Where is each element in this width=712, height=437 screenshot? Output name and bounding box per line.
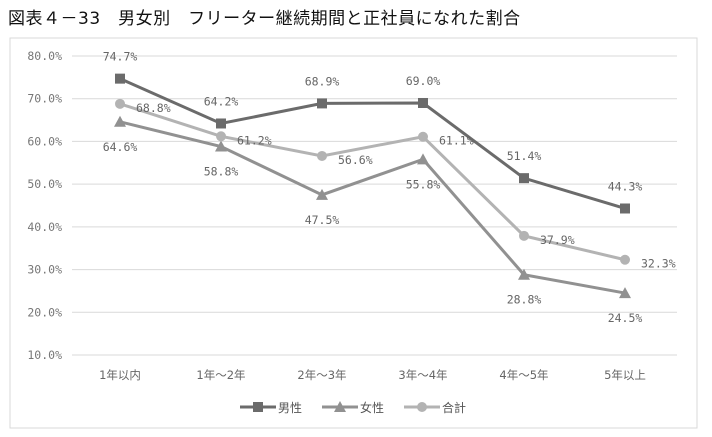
data-point-circle [519, 230, 529, 241]
series-line-circle [119, 102, 626, 262]
data-point-circle [216, 131, 226, 142]
data-point-square [620, 203, 630, 214]
data-label: 24.5% [608, 311, 643, 325]
legend-label: 男性 [278, 401, 302, 415]
data-label: 51.4% [507, 149, 542, 163]
y-tick-label: 20.0% [27, 305, 62, 319]
y-tick-label: 70.0% [27, 92, 62, 106]
data-label: 69.0% [406, 74, 441, 88]
data-point-triangle [316, 188, 328, 200]
data-label: 68.9% [305, 74, 340, 88]
data-point-triangle [215, 140, 227, 152]
x-tick-label: 5年以上 [604, 368, 646, 382]
legend-label: 女性 [360, 400, 384, 415]
data-point-circle [620, 254, 630, 265]
chart-title: 図表４－33 男女別 フリーター継続期間と正社員になれた割合 [8, 9, 521, 29]
x-tick-label: 4年～5年 [499, 368, 548, 382]
data-point-circle [317, 150, 327, 161]
x-tick-label: 3年～4年 [398, 368, 447, 382]
data-label: 74.7% [103, 50, 138, 64]
y-tick-label: 10.0% [27, 348, 62, 362]
data-point-square [418, 97, 428, 108]
data-point-square [216, 118, 226, 129]
data-label: 68.8% [136, 101, 171, 115]
data-label: 55.8% [406, 177, 441, 191]
data-label: 61.2% [237, 133, 272, 147]
data-label: 32.3% [641, 257, 676, 271]
legend-marker-circle-icon [417, 402, 427, 412]
series-line-triangle [119, 120, 626, 295]
legend-label: 合計 [442, 400, 466, 415]
data-point-triangle [619, 287, 631, 299]
data-label: 58.8% [204, 165, 239, 179]
y-tick-label: 80.0% [27, 49, 62, 63]
data-label: 64.2% [204, 94, 239, 108]
data-label: 47.5% [305, 213, 340, 227]
data-point-square [317, 98, 327, 109]
data-label: 61.1% [439, 134, 474, 148]
legend-marker-triangle-icon [334, 401, 346, 412]
data-point-triangle [417, 153, 429, 165]
data-point-circle [115, 98, 125, 109]
y-tick-label: 50.0% [27, 177, 62, 191]
x-tick-label: 1年～2年 [196, 368, 245, 382]
data-point-circle [418, 131, 428, 142]
data-point-triangle [114, 115, 126, 127]
data-label: 64.6% [103, 140, 138, 154]
y-tick-label: 60.0% [27, 134, 62, 148]
y-tick-label: 30.0% [27, 263, 62, 277]
x-tick-label: 2年～3年 [297, 368, 346, 382]
data-point-square [115, 73, 125, 84]
series-line-square [119, 77, 626, 210]
data-label: 56.6% [338, 153, 373, 167]
data-point-square [519, 173, 529, 184]
data-label: 44.3% [608, 179, 643, 193]
data-label: 28.8% [507, 293, 542, 307]
x-tick-label: 1年以内 [99, 368, 141, 382]
y-tick-label: 40.0% [27, 220, 62, 234]
legend-marker-square-icon [253, 402, 263, 412]
data-point-triangle [518, 268, 530, 280]
data-label: 37.9% [540, 233, 575, 247]
